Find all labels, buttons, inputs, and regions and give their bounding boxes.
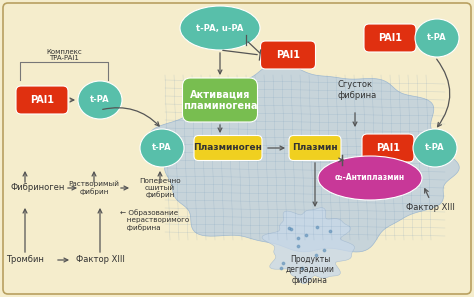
Ellipse shape <box>140 129 184 167</box>
Text: t-PA: t-PA <box>90 96 110 105</box>
Text: Поперечно
сшитый
фибрин: Поперечно сшитый фибрин <box>139 178 181 198</box>
Text: Плазмин: Плазмин <box>292 143 338 152</box>
Text: PAI1: PAI1 <box>378 33 402 43</box>
FancyBboxPatch shape <box>194 135 262 160</box>
Text: Активация
пламиногена: Активация пламиногена <box>183 89 257 111</box>
Ellipse shape <box>180 6 260 50</box>
Text: PAI1: PAI1 <box>376 143 400 153</box>
Text: Фибриноген: Фибриноген <box>10 184 64 192</box>
Text: Плазминоген: Плазминоген <box>193 143 263 152</box>
FancyBboxPatch shape <box>261 41 316 69</box>
FancyBboxPatch shape <box>364 24 416 52</box>
Text: Фактор XIII: Фактор XIII <box>75 255 125 265</box>
FancyBboxPatch shape <box>16 86 68 114</box>
Text: t-PA: t-PA <box>427 34 447 42</box>
FancyBboxPatch shape <box>362 134 414 162</box>
Ellipse shape <box>78 81 122 119</box>
Point <box>326 228 334 233</box>
Text: t-PA, u-PA: t-PA, u-PA <box>196 23 244 32</box>
Point <box>313 225 320 229</box>
FancyBboxPatch shape <box>182 78 257 122</box>
Text: Продукты
деградации
фибрина: Продукты деградации фибрина <box>285 255 335 285</box>
Text: PAI1: PAI1 <box>276 50 300 60</box>
Polygon shape <box>262 208 355 284</box>
Point <box>277 266 285 271</box>
Ellipse shape <box>415 19 459 57</box>
Text: Фактор XIII: Фактор XIII <box>406 203 455 212</box>
Text: Тромбин: Тромбин <box>6 255 44 265</box>
Point <box>302 232 310 237</box>
FancyBboxPatch shape <box>289 135 341 160</box>
Text: Сгусток
фибрина: Сгусток фибрина <box>338 80 377 100</box>
Point <box>299 265 306 270</box>
Text: t-PA: t-PA <box>425 143 445 152</box>
Text: Комплекс
TPA-PAI1: Комплекс TPA-PAI1 <box>46 48 82 61</box>
Point <box>294 244 302 249</box>
Text: PAI1: PAI1 <box>30 95 54 105</box>
Point <box>280 261 287 266</box>
Polygon shape <box>150 63 459 252</box>
Ellipse shape <box>413 129 457 167</box>
Point <box>287 227 295 232</box>
Point <box>285 225 293 230</box>
Point <box>294 236 301 241</box>
Text: α₂-Антиплазмин: α₂-Антиплазмин <box>335 173 405 182</box>
Text: Растворимый
фибрин: Растворимый фибрин <box>69 181 119 195</box>
Text: t-PA: t-PA <box>152 143 172 152</box>
Ellipse shape <box>318 156 422 200</box>
Text: ← Образование
   нерастворимого
   фибрина: ← Образование нерастворимого фибрина <box>120 209 189 231</box>
Point <box>312 253 320 258</box>
Point <box>320 248 328 252</box>
